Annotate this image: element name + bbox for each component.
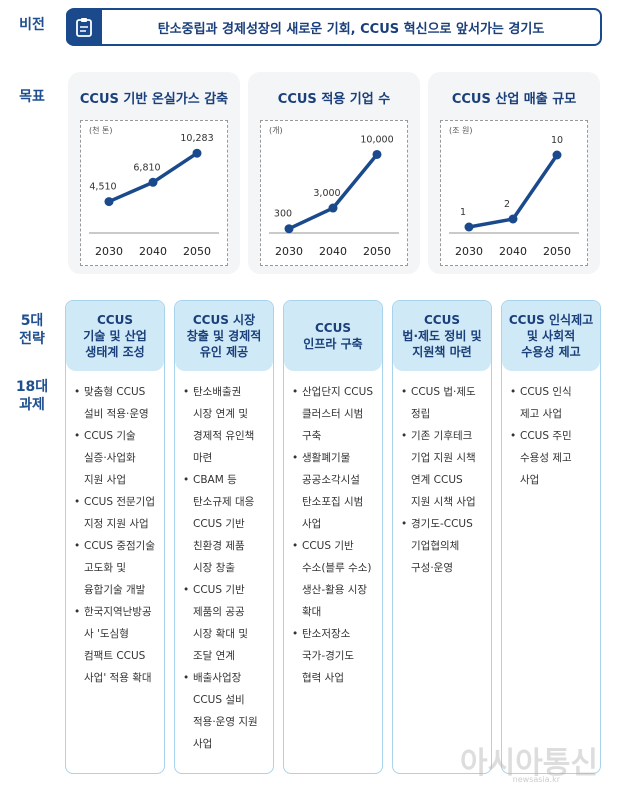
x-tick-label: 2050	[183, 245, 211, 258]
strategy-column: CCUS 인식제고 및 사회적 수용성 제고CCUS 인식 제고 사업CCUS …	[501, 300, 601, 774]
data-label: 10,283	[180, 133, 213, 144]
data-label: 6,810	[133, 162, 160, 173]
data-label: 10,000	[360, 134, 393, 145]
task-item: CCUS 중점기술 고도화 및 융합기술 개발	[74, 535, 160, 601]
task-item: 한국지역난방공 사 '도심형 컴팩트 CCUS 사업' 적용 확대	[74, 601, 160, 689]
task-item: 기존 기후테크 기업 지원 시책 연계 CCUS 지원 시책 사업	[401, 425, 487, 513]
task-list: CCUS 법·제도 정립기존 기후테크 기업 지원 시책 연계 CCUS 지원 …	[393, 371, 491, 579]
task-item: 생활폐기물 공공소각시설 탄소포집 시범 사업	[292, 447, 378, 535]
data-label: 2	[504, 199, 510, 210]
unit-label: (조 원)	[449, 126, 473, 135]
goal-card: CCUS 산업 매출 규모 (조 원) 1 2030 2 2040 10 2050	[428, 72, 600, 274]
line-chart: 300 2030 3,000 2040 10,000 2050	[269, 134, 399, 258]
data-point	[192, 148, 202, 158]
tasks-label: 18대 과제	[15, 379, 49, 413]
series-line	[108, 151, 198, 204]
goal-card: CCUS 기반 온실가스 감축 (천 톤) 4,510 2030 6,810 2040 1…	[68, 72, 240, 274]
data-label: 10	[551, 135, 563, 146]
chart-plot: (천 톤) 4,510 2030 6,810 2040 10,283 2050	[80, 120, 228, 266]
x-tick-label: 2030	[95, 245, 123, 258]
task-item: CCUS 기반 제품의 공공 시장 확대 및 조달 연계	[183, 579, 269, 667]
data-point	[372, 149, 382, 159]
task-item: CCUS 주민 수용성 제고 사업	[510, 425, 596, 491]
data-label: 300	[274, 209, 292, 220]
task-item: 산업단지 CCUS 클러스터 시범 구축	[292, 381, 378, 447]
vision-label: 비전	[19, 17, 45, 33]
chart-title: CCUS 적용 기업 수	[277, 92, 391, 107]
unit-label: (개)	[269, 126, 283, 135]
watermark-sub: newsasia.kr	[512, 775, 560, 784]
data-point	[148, 177, 158, 187]
vision-banner: 탄소중립과 경제성장의 새로운 기회, CCUS 혁신으로 앞서가는 경기도	[66, 8, 602, 46]
vision-text: 탄소중립과 경제성장의 새로운 기회, CCUS 혁신으로 앞서가는 경기도	[157, 21, 545, 37]
task-item: 배출사업장 CCUS 설비 적용·운영 지원 사업	[183, 667, 269, 755]
task-item: CCUS 기반 수소(블루 수소) 생산-활용 시장 확대	[292, 535, 378, 623]
chart-plot: (개) 300 2030 3,000 2040 10,000 2050	[260, 120, 408, 266]
x-tick-label: 2040	[499, 245, 527, 258]
chart-plot: (조 원) 1 2030 2 2040 10 2050	[440, 120, 588, 266]
data-point	[328, 203, 338, 213]
goal-label: 목표	[19, 89, 45, 105]
x-tick-label: 2050	[543, 245, 571, 258]
data-label: 1	[460, 207, 466, 218]
task-item: CCUS 법·제도 정립	[401, 381, 487, 425]
line-chart: 1 2030 2 2040 10 2050	[449, 135, 579, 258]
task-item: 탄소저장소 국가-경기도 협력 사업	[292, 623, 378, 689]
data-point	[508, 214, 518, 224]
strategy-title: CCUS 시장 창출 및 경제적 유인 제공	[175, 301, 273, 371]
strategy-title: CCUS 인식제고 및 사회적 수용성 제고	[502, 301, 600, 371]
task-item: 경기도-CCUS 기업협의체 구성·운영	[401, 513, 487, 579]
strategy-column: CCUS 인프라 구축산업단지 CCUS 클러스터 시범 구축생활폐기물 공공소…	[283, 300, 383, 774]
unit-label: (천 톤)	[89, 126, 113, 135]
task-item: 맞춤형 CCUS 설비 적용·운영	[74, 381, 160, 425]
data-label: 3,000	[313, 188, 340, 199]
data-point	[552, 150, 562, 160]
data-point	[284, 224, 294, 234]
task-item: CCUS 인식 제고 사업	[510, 381, 596, 425]
task-item: 탄소배출권 시장 연계 및 경제적 유인책 마련	[183, 381, 269, 469]
task-item: CCUS 전문기업 지정 지원 사업	[74, 491, 160, 535]
strategy-label: 5대 전략	[19, 313, 45, 347]
task-item: CCUS 기술 실증·사업화 지원 사업	[74, 425, 160, 491]
strategy-title: CCUS 법·제도 정비 및 지원책 마련	[393, 301, 491, 371]
strategy-title: CCUS 기술 및 산업 생태계 조성	[66, 301, 164, 371]
x-tick-label: 2040	[319, 245, 347, 258]
line-chart: 4,510 2030 6,810 2040 10,283 2050	[89, 133, 219, 258]
data-label: 4,510	[89, 182, 116, 193]
x-tick-label: 2030	[275, 245, 303, 258]
x-tick-label: 2050	[363, 245, 391, 258]
task-item: CBAM 등 탄소규제 대응 CCUS 기반 친환경 제품 시장 창출	[183, 469, 269, 579]
strategy-column: CCUS 기술 및 산업 생태계 조성맞춤형 CCUS 설비 적용·운영CCUS…	[65, 300, 165, 774]
strategy-title: CCUS 인프라 구축	[284, 301, 382, 371]
clipboard-icon	[66, 9, 102, 45]
data-point	[104, 197, 114, 207]
strategy-column: CCUS 시장 창출 및 경제적 유인 제공탄소배출권 시장 연계 및 경제적 …	[174, 300, 274, 774]
task-list: 탄소배출권 시장 연계 및 경제적 유인책 마련CBAM 등 탄소규제 대응 C…	[175, 371, 273, 755]
x-tick-label: 2030	[455, 245, 483, 258]
goal-card: CCUS 적용 기업 수 (개) 300 2030 3,000 2040 10,000 20…	[248, 72, 420, 274]
chart-title: CCUS 산업 매출 규모	[451, 92, 577, 107]
data-point	[464, 222, 474, 232]
x-tick-label: 2040	[139, 245, 167, 258]
watermark: 아시아통신	[460, 746, 598, 781]
strategy-column: CCUS 법·제도 정비 및 지원책 마련CCUS 법·제도 정립기존 기후테크…	[392, 300, 492, 774]
task-list: 산업단지 CCUS 클러스터 시범 구축생활폐기물 공공소각시설 탄소포집 시범…	[284, 371, 382, 689]
chart-title: CCUS 기반 온실가스 감축	[79, 92, 229, 107]
